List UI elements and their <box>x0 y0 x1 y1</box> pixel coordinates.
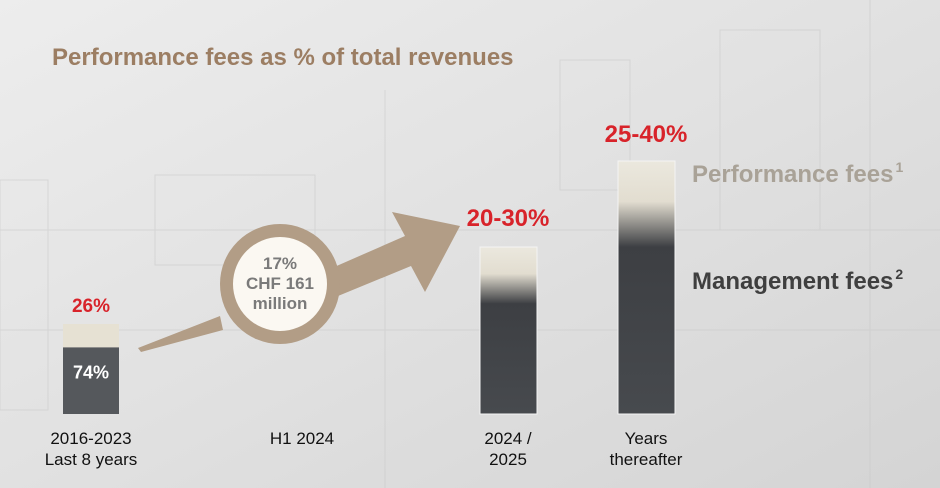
category-line: 2016-2023 <box>50 429 132 448</box>
category-label-1: H1 2024 <box>270 428 334 449</box>
category-line: Years <box>624 429 668 448</box>
category-label-0: 2016-2023 Last 8 years <box>45 428 138 470</box>
category-label-3: Years thereafter <box>610 428 683 470</box>
bar-performance-0 <box>63 324 119 348</box>
highlight-bubble: 17% CHF 161 million <box>220 224 340 344</box>
range-label-2: 20-30% <box>466 205 550 232</box>
highlight-text: 17% CHF 161 million <box>233 237 327 331</box>
category-line: H1 2024 <box>269 429 335 448</box>
trend-arrow-tail <box>138 316 223 352</box>
bar-projection-2 <box>479 246 538 415</box>
trend-arrow-head <box>332 212 460 296</box>
legend-footnote: 2 <box>895 266 904 282</box>
category-line: 2024 / <box>484 429 532 448</box>
bar-projection-3 <box>617 160 676 415</box>
highlight-line: 17% <box>262 254 298 273</box>
category-line: 2025 <box>489 450 527 469</box>
legend-performance-fees: Performance fees 1 <box>692 159 903 189</box>
category-line: Last 8 years <box>44 450 138 469</box>
legend-footnote: 1 <box>895 159 904 175</box>
legend-label: Management fees <box>692 268 894 295</box>
range-label-3: 25-40% <box>604 121 688 148</box>
chart-title: Performance fees as % of total revenues <box>52 44 514 71</box>
mgmt-label-0: 74% <box>72 362 110 383</box>
legend-label: Performance fees <box>692 161 894 188</box>
category-line: thereafter <box>609 450 683 469</box>
bar-management-0 <box>63 347 119 414</box>
perf-label-0: 26% <box>71 296 111 317</box>
highlight-line: million <box>252 294 308 313</box>
legend-management-fees: Management fees 2 <box>692 266 903 296</box>
highlight-line: CHF 161 <box>245 274 315 293</box>
category-label-2: 2024 / 2025 <box>484 428 531 470</box>
